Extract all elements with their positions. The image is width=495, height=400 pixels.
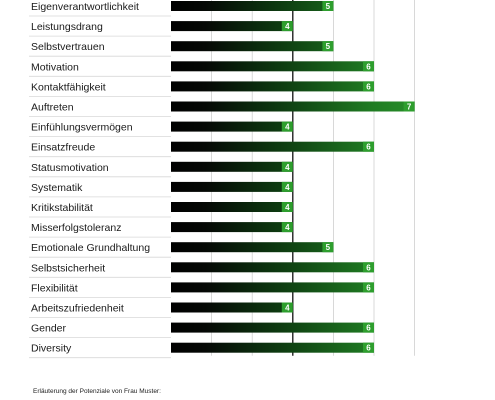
bar bbox=[171, 61, 374, 72]
category-label: Eigenverantwortlichkeit bbox=[31, 1, 139, 13]
value-label: 4 bbox=[285, 203, 290, 212]
chart-row: Statusmotivation 4 bbox=[29, 161, 293, 178]
chart-row: Kontaktfähigkeit 6 bbox=[29, 81, 374, 97]
bar bbox=[171, 322, 374, 333]
value-label-box bbox=[281, 181, 293, 192]
value-label-box bbox=[403, 101, 415, 112]
bar bbox=[171, 1, 334, 11]
value-label: 5 bbox=[326, 2, 331, 11]
value-label-box bbox=[281, 222, 293, 233]
category-label: Flexibilität bbox=[31, 282, 78, 294]
bar bbox=[171, 41, 334, 52]
value-label: 5 bbox=[326, 243, 331, 252]
value-label: 4 bbox=[285, 223, 290, 232]
value-label-box bbox=[322, 1, 334, 11]
category-label: Motivation bbox=[31, 61, 79, 73]
value-label-box bbox=[281, 302, 293, 313]
value-label-box bbox=[281, 21, 293, 32]
value-label-box bbox=[363, 342, 374, 353]
value-label: 6 bbox=[366, 283, 371, 292]
value-label-box bbox=[363, 262, 374, 273]
chart-row: Systematik 4 bbox=[29, 181, 293, 198]
category-label: Diversity bbox=[31, 343, 72, 355]
bar bbox=[171, 21, 293, 32]
chart-row: Selbstvertrauen 5 bbox=[29, 41, 334, 57]
value-label: 6 bbox=[366, 344, 371, 353]
chart-row: Eigenverantwortlichkeit 5 bbox=[29, 1, 334, 17]
bar bbox=[171, 81, 374, 92]
category-label: Arbeitszufriedenheit bbox=[31, 303, 124, 315]
value-label-box bbox=[363, 81, 374, 92]
chart-row: Kritikstabilität 4 bbox=[29, 202, 293, 218]
footnote: Erläuterung der Potenziale von Frau Must… bbox=[33, 388, 161, 395]
value-label: 4 bbox=[285, 304, 290, 313]
gridlines bbox=[211, 0, 416, 356]
value-label: 4 bbox=[285, 183, 290, 192]
bar bbox=[171, 121, 293, 132]
bar bbox=[171, 242, 334, 253]
value-label-box bbox=[322, 41, 334, 52]
category-label: Kritikstabilität bbox=[31, 202, 93, 214]
value-label-box bbox=[363, 322, 374, 333]
chart-row: Emotionale Grundhaltung 5 bbox=[29, 242, 334, 258]
value-label-box bbox=[281, 161, 293, 172]
category-label: Einfühlungsvermögen bbox=[31, 122, 133, 134]
chart-row: Misserfolgstoleranz 4 bbox=[29, 222, 293, 238]
category-label: Misserfolgstoleranz bbox=[31, 222, 121, 234]
chart-row: Diversity 6 bbox=[29, 342, 374, 359]
category-label: Selbstsicherheit bbox=[31, 262, 105, 274]
bar bbox=[171, 282, 374, 293]
chart-row: Flexibilität 6 bbox=[29, 282, 374, 298]
value-label-box bbox=[281, 121, 293, 132]
value-label: 6 bbox=[366, 62, 371, 71]
value-label-box bbox=[363, 61, 374, 72]
value-label-box bbox=[281, 202, 293, 212]
category-label: Systematik bbox=[31, 182, 83, 194]
value-label: 6 bbox=[366, 263, 371, 272]
chart-row: Einfühlungsvermögen 4 bbox=[29, 121, 293, 138]
bar bbox=[171, 342, 374, 353]
category-label: Emotionale Grundhaltung bbox=[31, 242, 150, 254]
value-label: 7 bbox=[407, 103, 412, 112]
bar bbox=[171, 181, 293, 192]
value-label-box bbox=[363, 282, 374, 293]
category-label: Gender bbox=[31, 323, 67, 335]
category-label: Selbstvertrauen bbox=[31, 41, 105, 53]
category-label: Leistungsdrang bbox=[31, 21, 103, 33]
chart-row: Arbeitszufriedenheit 4 bbox=[29, 302, 293, 318]
chart-row: Selbstsicherheit 6 bbox=[29, 262, 374, 278]
value-label: 4 bbox=[285, 163, 290, 172]
bar bbox=[171, 302, 293, 313]
chart-row: Leistungsdrang 4 bbox=[29, 21, 293, 37]
bar bbox=[171, 161, 293, 172]
bar bbox=[171, 222, 293, 233]
bar bbox=[171, 262, 374, 273]
value-label: 4 bbox=[285, 22, 290, 31]
chart-row: Gender 6 bbox=[29, 322, 374, 339]
bar bbox=[171, 101, 415, 112]
bar bbox=[171, 202, 293, 212]
chart-row: Motivation 6 bbox=[29, 61, 374, 77]
value-label: 6 bbox=[366, 82, 371, 91]
value-label-box bbox=[363, 141, 374, 152]
chart-row: Einsatzfreude 6 bbox=[29, 141, 374, 158]
value-label-box bbox=[322, 242, 334, 253]
category-label: Auftreten bbox=[31, 102, 74, 114]
category-label: Statusmotivation bbox=[31, 162, 109, 174]
bar bbox=[171, 141, 374, 152]
category-label: Kontaktfähigkeit bbox=[31, 81, 106, 93]
value-label: 4 bbox=[285, 123, 290, 132]
value-label: 5 bbox=[326, 42, 331, 51]
chart-row: Auftreten 7 bbox=[29, 101, 415, 117]
value-label: 6 bbox=[366, 143, 371, 152]
category-label: Einsatzfreude bbox=[31, 142, 95, 154]
value-label: 6 bbox=[366, 324, 371, 333]
